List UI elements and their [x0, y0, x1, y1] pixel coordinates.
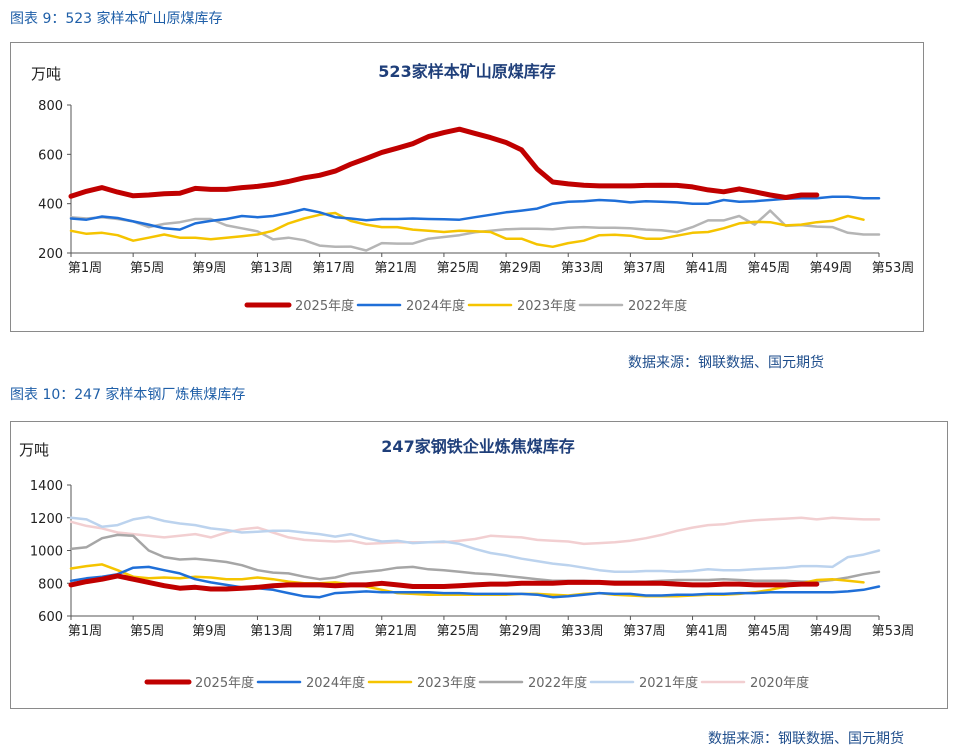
chart-title: 523家样本矿山原煤库存 — [378, 62, 555, 81]
x-tick-label: 第1周 — [68, 624, 102, 639]
figure-caption-2: 图表 10：247 家样本钢厂炼焦煤库存 — [10, 387, 246, 403]
y-unit-label: 万吨 — [31, 65, 61, 83]
legend-label: 2025年度 — [195, 675, 254, 691]
x-tick-label: 第17周 — [312, 261, 355, 276]
series-line-2022年度 — [69, 533, 881, 583]
legend-label: 2021年度 — [639, 675, 698, 691]
x-tick-label: 第5周 — [130, 261, 164, 276]
x-tick-label: 第37周 — [623, 261, 666, 276]
series-line-2020年度 — [69, 516, 881, 546]
x-tick-label: 第49周 — [810, 261, 853, 276]
x-tick-label: 第9周 — [192, 261, 226, 276]
y-tick-label: 1400 — [30, 479, 63, 494]
x-tick-label: 第29周 — [499, 624, 542, 639]
x-tick-label: 第13周 — [250, 261, 293, 276]
y-unit-label: 万吨 — [19, 441, 49, 459]
legend-label: 2025年度 — [295, 298, 354, 314]
data-source-1: 数据来源：钢联数据、国元期货 — [628, 355, 824, 371]
series-line-2025年度 — [68, 126, 820, 200]
x-tick-label: 第45周 — [747, 624, 790, 639]
y-tick-label: 600 — [38, 610, 63, 625]
figure-caption-1: 图表 9：523 家样本矿山原煤库存 — [10, 11, 223, 27]
chart-panel-2: 247家钢铁企业炼焦煤库存 万吨 600 800 1000 1200 1400 第1周 第5周 第… — [10, 421, 948, 709]
legend-label: 2022年度 — [528, 675, 587, 691]
legend-label: 2020年度 — [750, 675, 809, 691]
x-tick-label: 第41周 — [685, 624, 728, 639]
x-tick-label: 第25周 — [437, 261, 480, 276]
legend-label: 2024年度 — [406, 298, 465, 314]
chart-title: 247家钢铁企业炼焦煤库存 — [381, 437, 574, 456]
x-tick-label: 第53周 — [872, 261, 915, 276]
y-tick-label: 800 — [38, 577, 63, 592]
x-tick-label: 第21周 — [374, 261, 417, 276]
x-tick-label: 第13周 — [250, 624, 293, 639]
series-line-2024年度 — [69, 565, 881, 599]
chart-coal-mine-inventory: 523家样本矿山原煤库存 万吨 200 400 600 800 第1周 第5周 第9周 第13周 第… — [31, 62, 915, 314]
x-tick-label: 第53周 — [872, 624, 915, 639]
y-tick-label: 1200 — [30, 512, 63, 527]
y-tick-label: 600 — [38, 148, 63, 163]
series-line-2025年度 — [68, 573, 820, 592]
series-line-2021年度 — [69, 515, 881, 574]
x-tick-label: 第29周 — [499, 261, 542, 276]
data-source-2: 数据来源：钢联数据、国元期货 — [708, 731, 904, 747]
y-tick-label: 800 — [38, 99, 63, 114]
series-line-2023年度 — [69, 211, 865, 249]
x-tick-label: 第25周 — [437, 624, 480, 639]
x-tick-label: 第45周 — [747, 261, 790, 276]
y-tick-label: 200 — [38, 247, 63, 262]
legend-label: 2023年度 — [517, 298, 576, 314]
chart-steel-coking-coal-inventory: 247家钢铁企业炼焦煤库存 万吨 600 800 1000 1200 1400 第1周 第5周 第… — [19, 437, 915, 691]
legend-label: 2024年度 — [306, 675, 365, 691]
y-tick-label: 1000 — [30, 545, 63, 560]
x-tick-label: 第41周 — [685, 261, 728, 276]
x-tick-label: 第1周 — [68, 261, 102, 276]
chart-panel-1: 523家样本矿山原煤库存 万吨 200 400 600 800 第1周 第5周 第9周 第13周 第… — [10, 42, 924, 332]
y-tick-label: 400 — [38, 198, 63, 213]
x-tick-label: 第17周 — [312, 624, 355, 639]
x-tick-label: 第37周 — [623, 624, 666, 639]
x-tick-label: 第5周 — [130, 624, 164, 639]
legend-label: 2022年度 — [628, 298, 687, 314]
x-tick-label: 第9周 — [192, 624, 226, 639]
x-tick-label: 第33周 — [561, 261, 604, 276]
x-tick-label: 第33周 — [561, 624, 604, 639]
x-tick-label: 第49周 — [810, 624, 853, 639]
series-line-2024年度 — [69, 195, 881, 231]
legend-label: 2023年度 — [417, 675, 476, 691]
x-tick-label: 第21周 — [374, 624, 417, 639]
